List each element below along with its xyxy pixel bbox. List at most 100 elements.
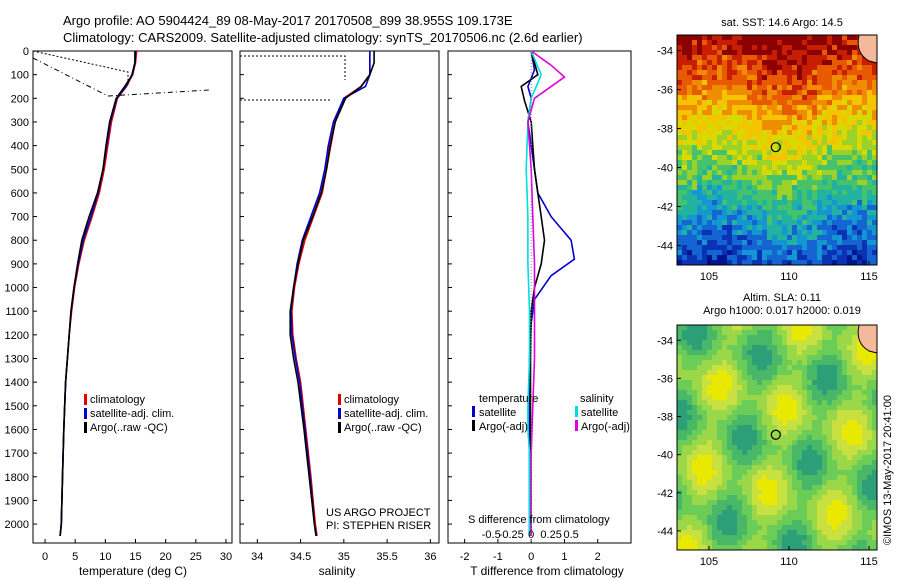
map-cell [707,175,713,181]
map-cell [802,70,808,76]
legend-swatch-climatology [84,394,87,405]
map-cell [707,340,713,346]
map-cell [787,225,793,231]
map-cell [727,215,733,221]
map-cell [682,345,688,351]
map-cell [762,205,768,211]
map-cell [717,335,723,341]
map-cell [857,210,863,216]
map-cell [812,520,818,526]
map-cell [792,540,798,546]
map-cell [772,170,778,176]
map-cell [722,505,728,511]
map-cell [792,455,798,461]
map-cell [752,535,758,541]
map-cell [717,370,723,376]
map-cell [782,220,788,226]
qc-envelope [32,57,210,97]
map-cell [817,260,823,266]
map-cell [827,205,833,211]
map-cell [857,180,863,186]
map-cell [832,40,838,46]
map-cell [832,100,838,106]
map-cell [797,130,803,136]
map-cell [717,350,723,356]
map-cell [832,240,838,246]
map-cell [817,190,823,196]
map-cell [852,425,858,431]
map-cell [777,395,783,401]
map-cell [792,505,798,511]
map-cell [697,385,703,391]
map-cell [862,490,868,496]
map-cell [677,40,683,46]
map-cell [752,500,758,506]
map-cell [802,380,808,386]
map-cell [857,205,863,211]
map-cell [787,325,793,331]
salinity-panel: 34 34.5 35 35.5 36 [240,51,436,563]
map-cell [782,60,788,66]
map-cell [767,190,773,196]
map-cell [732,530,738,536]
map-cell [707,345,713,351]
map-cell [787,505,793,511]
map-cell [717,125,723,131]
map-cell [767,170,773,176]
map-cell [777,415,783,421]
map-cell [857,540,863,546]
map-cell [702,340,708,346]
map-cell [712,225,718,231]
map-cell [867,105,873,111]
map-cell [767,140,773,146]
map-cell [677,130,683,136]
map-cell [717,490,723,496]
map-cell [762,110,768,116]
map-cell [807,355,813,361]
map-cell [732,255,738,261]
map-cell [742,525,748,531]
map-cell [837,180,843,186]
map-cell [767,440,773,446]
map-cell [767,345,773,351]
map-cell [772,425,778,431]
map-cell [717,195,723,201]
map-cell [727,345,733,351]
map-cell [777,75,783,81]
map-cell [772,70,778,76]
map-cell [702,410,708,416]
map-cell [737,50,743,56]
map-cell [727,450,733,456]
x-tick-label: -2 [460,551,470,563]
map-cell [757,225,763,231]
map-cell [702,170,708,176]
map-cell [817,70,823,76]
map-cell [847,85,853,91]
map-cell [872,170,878,176]
map-cell [777,260,783,266]
map-cell [852,325,858,331]
map-cell [742,425,748,431]
map-cell [687,520,693,526]
map-cell [802,210,808,216]
map-cell [837,445,843,451]
map-cell [832,420,838,426]
map-cell [847,205,853,211]
map-cell [752,195,758,201]
map-cell [712,165,718,171]
map-cell [772,105,778,111]
map-cell [867,145,873,151]
map-cell [832,500,838,506]
map-cell [722,415,728,421]
map-cell [687,135,693,141]
map-cell [747,95,753,101]
map-cell [827,185,833,191]
map-cell [762,260,768,266]
series-line [290,51,371,537]
map-cell [722,155,728,161]
map-cell [787,400,793,406]
map-cell [712,180,718,186]
map-cell [722,125,728,131]
map-cell [837,230,843,236]
map-cell [822,375,828,381]
